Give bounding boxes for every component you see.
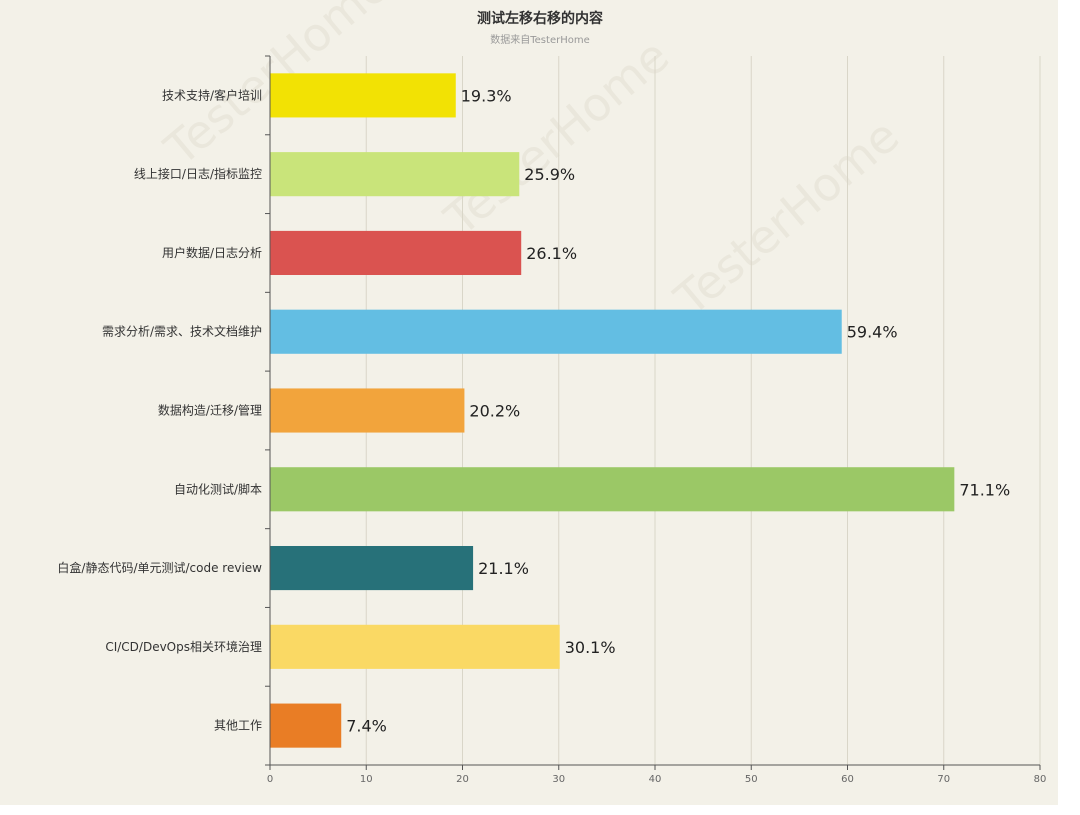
data-label: 21.1% bbox=[478, 559, 529, 578]
chart-area: TesterHome TesterHome TesterHome bbox=[0, 0, 1058, 805]
category-label: 白盒/静态代码/单元测试/code review bbox=[57, 560, 262, 575]
x-tick-label: 40 bbox=[649, 774, 662, 785]
category-label: 自动化测试/脚本 bbox=[174, 481, 262, 496]
data-label: 25.9% bbox=[524, 165, 575, 184]
bar bbox=[270, 703, 342, 748]
bar bbox=[270, 388, 465, 433]
x-tick-label: 10 bbox=[360, 774, 373, 785]
data-label: 26.1% bbox=[526, 244, 577, 263]
x-tick-label: 20 bbox=[456, 774, 469, 785]
data-label: 30.1% bbox=[565, 638, 616, 657]
category-label: 技术支持/客户培训 bbox=[162, 87, 262, 102]
category-label: CI/CD/DevOps相关环境治理 bbox=[105, 639, 262, 654]
data-label: 71.1% bbox=[959, 480, 1010, 499]
category-label: 需求分析/需求、技术文档维护 bbox=[102, 324, 262, 339]
bar bbox=[270, 467, 955, 512]
x-tick-label: 30 bbox=[552, 774, 565, 785]
bar bbox=[270, 309, 842, 354]
bar bbox=[270, 152, 520, 197]
bar bbox=[270, 230, 522, 276]
x-tick-label: 80 bbox=[1034, 774, 1047, 785]
category-label: 其他工作 bbox=[214, 719, 262, 733]
data-label: 7.4% bbox=[346, 717, 387, 736]
data-label: 19.3% bbox=[461, 86, 512, 105]
bar bbox=[270, 545, 474, 591]
chart-subtitle: 数据来自TesterHome bbox=[490, 35, 590, 46]
bar bbox=[270, 73, 456, 118]
category-label: 线上接口/日志/指标监控 bbox=[134, 166, 262, 181]
x-tick-label: 0 bbox=[267, 774, 273, 785]
x-tick-label: 60 bbox=[841, 774, 854, 785]
data-label: 59.4% bbox=[847, 323, 898, 342]
bar bbox=[270, 624, 560, 669]
category-label: 数据构造/迁移/管理 bbox=[158, 403, 262, 418]
category-label: 用户数据/日志分析 bbox=[162, 245, 262, 260]
data-label: 20.2% bbox=[469, 402, 520, 421]
chart-title: 测试左移右移的内容 bbox=[477, 11, 603, 27]
x-tick-label: 70 bbox=[937, 774, 950, 785]
x-tick-label: 50 bbox=[745, 774, 758, 785]
